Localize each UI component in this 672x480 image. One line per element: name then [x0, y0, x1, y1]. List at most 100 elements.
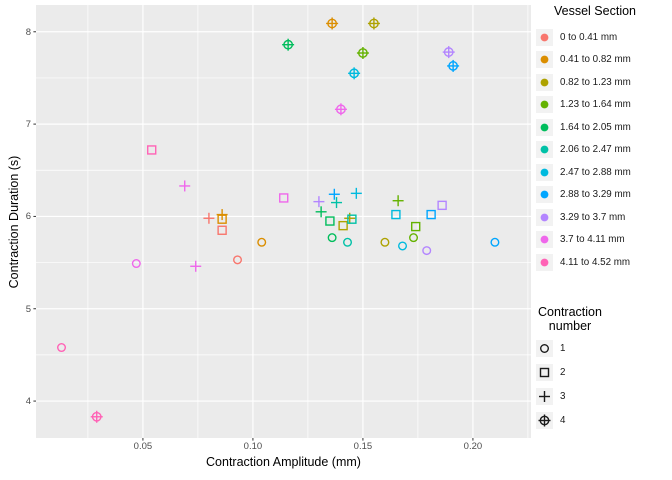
legend-vessel-label: 2.06 to 2.47 mm — [560, 144, 631, 156]
plot-panel — [36, 5, 531, 438]
legend-vessel-item: 3.7 to 4.11 mm — [536, 229, 654, 252]
x-tick-label: 0.05 — [133, 441, 153, 452]
scatter-point — [391, 209, 401, 220]
scatter-point — [422, 246, 432, 256]
scatter-point — [57, 343, 67, 353]
legend-shape-key — [536, 339, 553, 357]
scatter-point — [217, 225, 227, 235]
shape-glyph-icon — [539, 367, 550, 377]
scatter-point — [327, 233, 337, 243]
legend-color-key — [536, 231, 553, 249]
shape-glyph-icon — [538, 414, 551, 426]
legend-vessel-item: 1.64 to 2.05 mm — [536, 116, 654, 139]
legend-vessel-item: 0 to 0.41 mm — [536, 26, 654, 49]
legend-vessel-item: 2.88 to 3.29 mm — [536, 184, 654, 207]
scatter-point — [217, 214, 227, 224]
legend-contraction-number: Contraction number 1 2 3 4 — [528, 305, 612, 432]
shape-glyph-icon — [539, 343, 549, 353]
legend-vessel-item: 4.11 to 4.52 mm — [536, 251, 654, 274]
x-axis-title: Contraction Amplitude (mm) — [206, 455, 361, 469]
legend-vessel-label: 3.7 to 4.11 mm — [560, 234, 625, 246]
legend-vessel-label: 0 to 0.41 mm — [560, 31, 618, 43]
legend-vessel-item: 3.29 to 3.7 mm — [536, 206, 654, 229]
color-dot-icon — [540, 78, 549, 87]
legend-contraction-title: Contraction number — [538, 305, 602, 333]
y-tick-label: 5 — [25, 303, 31, 315]
scatter-point — [411, 221, 421, 232]
y-tick-label: 7 — [25, 119, 31, 131]
legend-contraction-label: 1 — [560, 342, 566, 354]
legend-contraction-item: 2 — [528, 360, 612, 384]
legend-vessel-item: 2.06 to 2.47 mm — [536, 139, 654, 162]
scatter-point — [325, 216, 335, 226]
scatter-point — [147, 145, 157, 155]
scatter-point — [426, 209, 436, 220]
shape-glyph — [539, 343, 549, 353]
legend-shape-key — [536, 411, 553, 429]
legend-contraction-label: 4 — [560, 414, 566, 426]
legend-vessel-label: 2.88 to 3.29 mm — [560, 189, 631, 201]
scatter-point — [338, 220, 348, 231]
scatter-point — [233, 255, 243, 265]
legend-vessel-section: Vessel Section 0 to 0.41 mm 0.41 to 0.82 … — [536, 4, 654, 274]
legend-vessel-item: 1.23 to 1.64 mm — [536, 94, 654, 117]
color-dot-icon — [540, 55, 549, 64]
y-tick-label: 6 — [25, 211, 31, 223]
scatter-point — [279, 193, 289, 203]
color-dot-icon — [540, 213, 549, 222]
color-dot-icon — [540, 100, 549, 109]
y-tick-label: 4 — [25, 396, 31, 408]
x-tick-label: 0.20 — [463, 441, 483, 452]
scatter-point — [131, 259, 141, 269]
shape-glyph-icon — [539, 390, 550, 402]
scatter-point — [490, 237, 500, 247]
legend-color-key — [536, 163, 553, 181]
legend-color-key — [536, 28, 553, 46]
y-axis-title: Contraction Duration (s) — [7, 155, 21, 289]
scatter-point — [347, 214, 357, 224]
legend-vessel-label: 0.41 to 0.82 mm — [560, 54, 631, 66]
color-dot-icon — [540, 145, 549, 154]
legend-color-key — [536, 73, 553, 91]
legend-vessel-label: 2.47 to 2.88 mm — [560, 166, 631, 178]
legend-color-key — [536, 208, 553, 226]
legend-color-key — [536, 141, 553, 159]
color-dot-icon — [540, 123, 549, 132]
legend-vessel-title: Vessel Section — [554, 4, 636, 18]
y-tick-label: 8 — [25, 26, 31, 38]
x-tick-label: 0.15 — [353, 441, 373, 452]
legend-color-key — [536, 253, 553, 271]
shape-glyph — [539, 367, 550, 377]
scatter-point — [380, 237, 390, 247]
legend-contraction-item: 3 — [528, 384, 612, 408]
x-tick-label: 0.10 — [243, 441, 263, 452]
color-dot-icon — [540, 258, 549, 267]
legend-contraction-item: 1 — [528, 336, 612, 360]
scatter-point — [257, 237, 267, 247]
scatter-point — [437, 200, 447, 211]
color-dot-icon — [540, 235, 549, 244]
legend-color-key — [536, 118, 553, 136]
legend-vessel-label: 1.23 to 1.64 mm — [560, 99, 631, 111]
legend-vessel-label: 1.64 to 2.05 mm — [560, 121, 631, 133]
legend-vessel-item: 0.82 to 1.23 mm — [536, 71, 654, 94]
legend-vessel-label: 4.11 to 4.52 mm — [560, 256, 631, 268]
legend-color-key — [536, 51, 553, 69]
legend-shape-key — [536, 387, 553, 405]
legend-contraction-label: 3 — [560, 390, 566, 402]
legend-color-key — [536, 186, 553, 204]
legend-contraction-item: 4 — [528, 408, 612, 432]
legend-vessel-item: 2.47 to 2.88 mm — [536, 161, 654, 184]
legend-shape-key — [536, 363, 553, 381]
legend-contraction-label: 2 — [560, 366, 566, 378]
legend-vessel-label: 0.82 to 1.23 mm — [560, 76, 631, 88]
legend-vessel-item: 0.41 to 0.82 mm — [536, 49, 654, 72]
legend-vessel-label: 3.29 to 3.7 mm — [560, 211, 626, 223]
scatter-point — [409, 233, 419, 243]
scatter-point — [343, 237, 353, 247]
scatter-point — [398, 241, 408, 251]
color-dot-icon — [540, 168, 549, 177]
color-dot-icon — [540, 33, 549, 42]
legend-color-key — [536, 96, 553, 114]
